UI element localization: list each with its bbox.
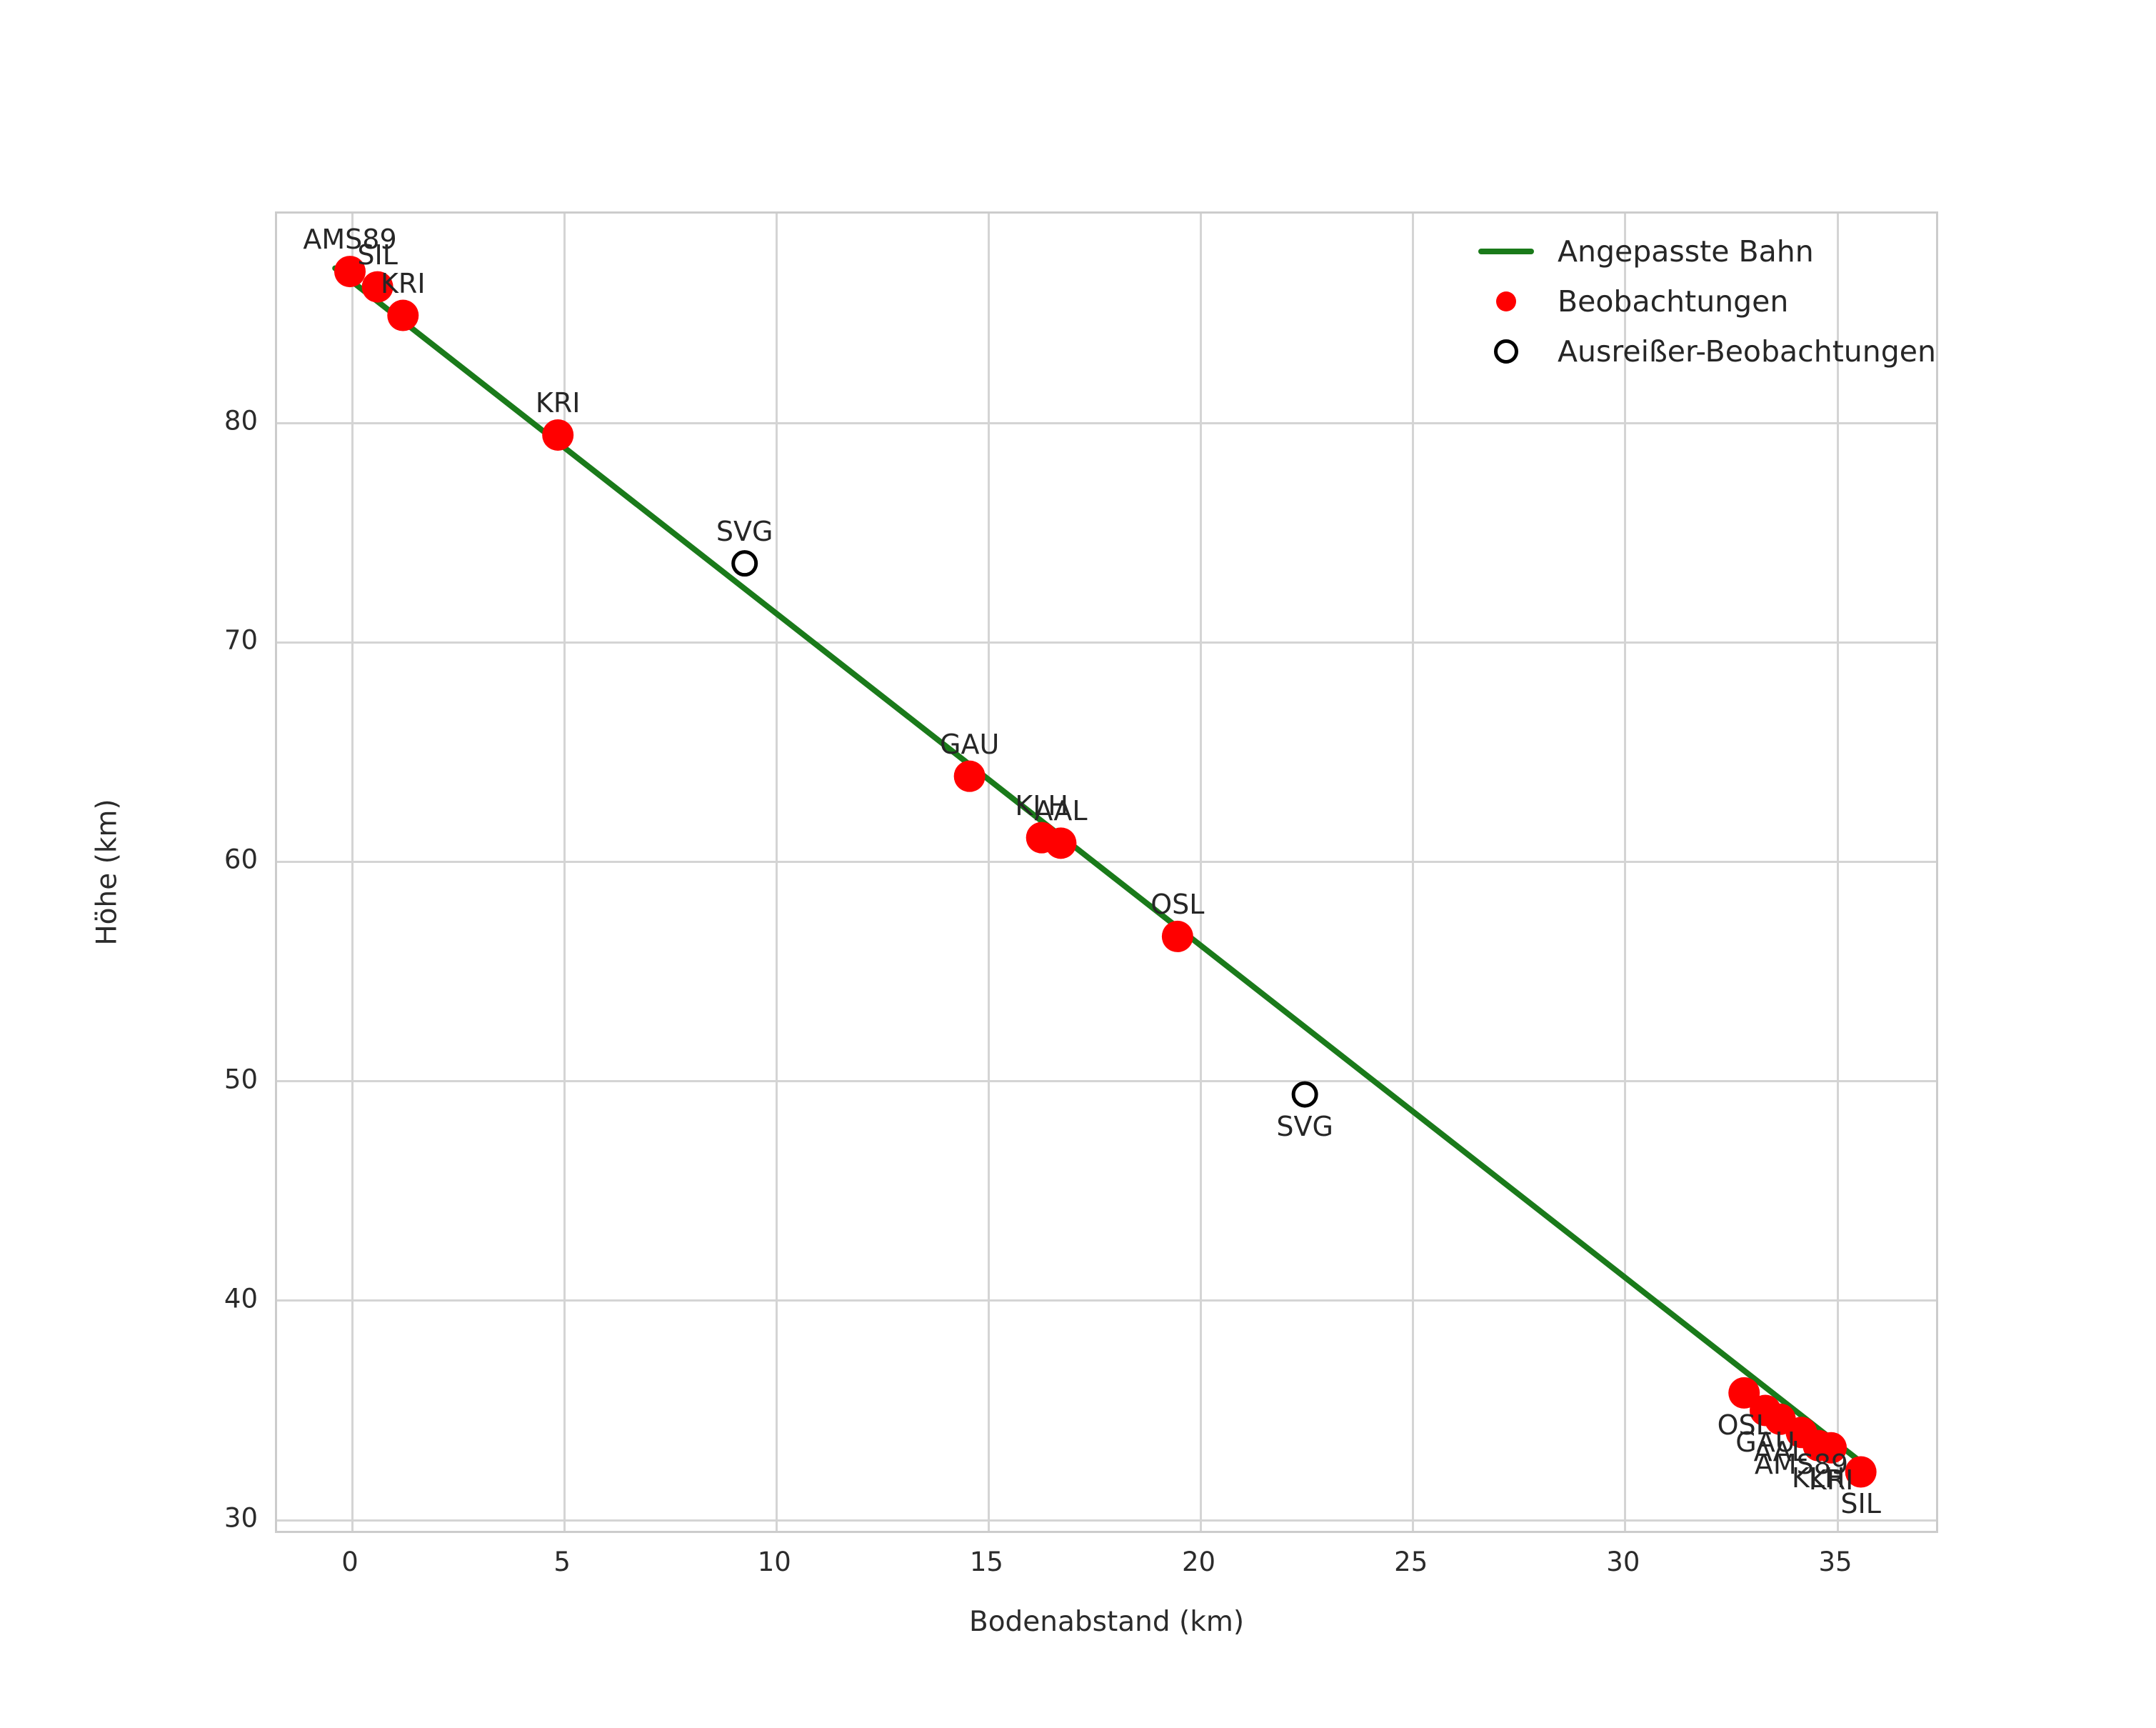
plot-area [275, 211, 1938, 1533]
y-tick-label: 70 [224, 624, 258, 656]
x-tick-label: 25 [1394, 1547, 1428, 1577]
legend-marker [1473, 339, 1539, 364]
x-axis-label: Bodenabstand (km) [968, 1606, 1245, 1638]
y-tick-label: 80 [224, 405, 258, 436]
legend-label: Beobachtungen [1558, 284, 1789, 319]
x-tick-label: 30 [1606, 1547, 1640, 1577]
x-tick-label: 5 [553, 1547, 571, 1577]
gridline-vertical [351, 214, 354, 1531]
legend-label: Ausreißer-Beobachtungen [1558, 334, 1936, 369]
y-tick-label: 50 [224, 1064, 258, 1095]
gridline-vertical [987, 214, 990, 1531]
legend-filled-circle-icon [1496, 291, 1516, 311]
legend-item: Ausreißer-Beobachtungen [1473, 334, 1936, 369]
gridline-horizontal [277, 1299, 1936, 1302]
legend-line-swatch-icon [1478, 249, 1534, 254]
legend-marker [1473, 249, 1539, 254]
gridline-vertical [1200, 214, 1203, 1531]
y-tick-label: 60 [224, 844, 258, 875]
gridline-vertical [1412, 214, 1415, 1531]
gridline-vertical [1836, 214, 1839, 1531]
gridline-vertical [775, 214, 778, 1531]
x-tick-label: 20 [1182, 1547, 1216, 1577]
gridline-horizontal [277, 641, 1936, 644]
x-tick-label: 10 [757, 1547, 791, 1577]
gridline-horizontal [277, 1519, 1936, 1522]
y-tick-label: 30 [224, 1502, 258, 1534]
legend-item: Beobachtungen [1473, 284, 1936, 319]
legend-marker [1473, 291, 1539, 311]
gridline-vertical [563, 214, 566, 1531]
x-tick-label: 0 [341, 1547, 359, 1577]
x-tick-label: 15 [969, 1547, 1003, 1577]
legend-item: Angepasste Bahn [1473, 234, 1936, 269]
gridline-vertical [1624, 214, 1627, 1531]
y-axis-label: Höhe (km) [91, 799, 124, 946]
gridline-horizontal [277, 421, 1936, 424]
gridline-horizontal [277, 860, 1936, 863]
legend-open-circle-icon [1494, 339, 1518, 364]
chart-legend: Angepasste Bahn Beobachtungen Ausreißer-Be… [1460, 226, 1949, 377]
x-tick-label: 35 [1818, 1547, 1852, 1577]
y-tick-label: 40 [224, 1283, 258, 1314]
legend-label: Angepasste Bahn [1558, 234, 1814, 269]
gridline-horizontal [277, 1080, 1936, 1083]
